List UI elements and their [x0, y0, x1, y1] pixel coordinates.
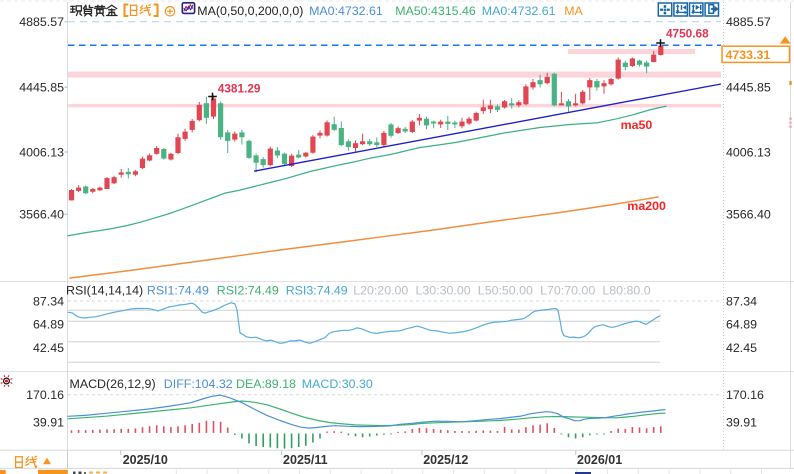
svg-text:4885.57: 4885.57 — [726, 15, 771, 29]
svg-text:64.89: 64.89 — [726, 317, 757, 331]
svg-text:2025/10: 2025/10 — [123, 453, 168, 467]
svg-text:RSI(14,14,14): RSI(14,14,14) — [66, 283, 143, 297]
svg-text:L50:50.00: L50:50.00 — [478, 283, 533, 297]
svg-text:4006.13: 4006.13 — [726, 145, 771, 159]
svg-text:4381.29: 4381.29 — [218, 82, 261, 96]
svg-text:2025/11: 2025/11 — [283, 453, 328, 467]
svg-text:39.91: 39.91 — [726, 415, 757, 429]
svg-text:RSI3:74.49: RSI3:74.49 — [286, 283, 348, 297]
svg-text:L80:80.0: L80:80.0 — [602, 283, 650, 297]
svg-text:L20:20.00: L20:20.00 — [353, 283, 408, 297]
svg-text:MACD(26,12,9): MACD(26,12,9) — [70, 377, 156, 391]
svg-text:170.16: 170.16 — [726, 388, 764, 402]
svg-text:4733.31: 4733.31 — [726, 48, 771, 62]
svg-text:MA50:4315.46: MA50:4315.46 — [395, 4, 476, 18]
svg-text:64.89: 64.89 — [33, 317, 64, 331]
svg-text:DEA:89.18: DEA:89.18 — [236, 377, 296, 391]
svg-text:87.34: 87.34 — [33, 294, 64, 308]
svg-text:RSI2:74.49: RSI2:74.49 — [217, 283, 279, 297]
svg-text:ma200: ma200 — [627, 199, 666, 213]
svg-text:MA0:4732.61: MA0:4732.61 — [482, 4, 556, 18]
svg-text:MA(0,50,0,200,0,0): MA(0,50,0,200,0,0) — [197, 4, 303, 18]
svg-text:MA0:4732.61: MA0:4732.61 — [309, 4, 383, 18]
svg-text:87.34: 87.34 — [726, 294, 757, 308]
svg-text:2025/12: 2025/12 — [423, 453, 468, 467]
svg-text:3566.40: 3566.40 — [726, 208, 771, 222]
svg-text:42.45: 42.45 — [33, 341, 64, 355]
svg-text:RSI1:74.49: RSI1:74.49 — [147, 283, 209, 297]
svg-text:2026/01: 2026/01 — [577, 453, 622, 467]
svg-text:DIFF:104.32: DIFF:104.32 — [164, 377, 233, 391]
svg-text:4445.85: 4445.85 — [19, 81, 64, 95]
svg-text:MACD:30.30: MACD:30.30 — [302, 377, 373, 391]
svg-text:L30:30.00: L30:30.00 — [416, 283, 471, 297]
svg-text:4750.68: 4750.68 — [666, 27, 709, 41]
svg-text:170.16: 170.16 — [26, 388, 64, 402]
svg-text:4445.85: 4445.85 — [726, 81, 771, 95]
svg-text:ma50: ma50 — [621, 118, 653, 132]
svg-text:MA: MA — [564, 4, 583, 18]
svg-text:39.91: 39.91 — [33, 415, 64, 429]
svg-text:4885.57: 4885.57 — [19, 15, 64, 29]
svg-text:4006.13: 4006.13 — [19, 145, 64, 159]
svg-text:L70:70.00: L70:70.00 — [540, 283, 595, 297]
svg-text:3566.40: 3566.40 — [19, 208, 64, 222]
svg-text:42.45: 42.45 — [726, 341, 757, 355]
